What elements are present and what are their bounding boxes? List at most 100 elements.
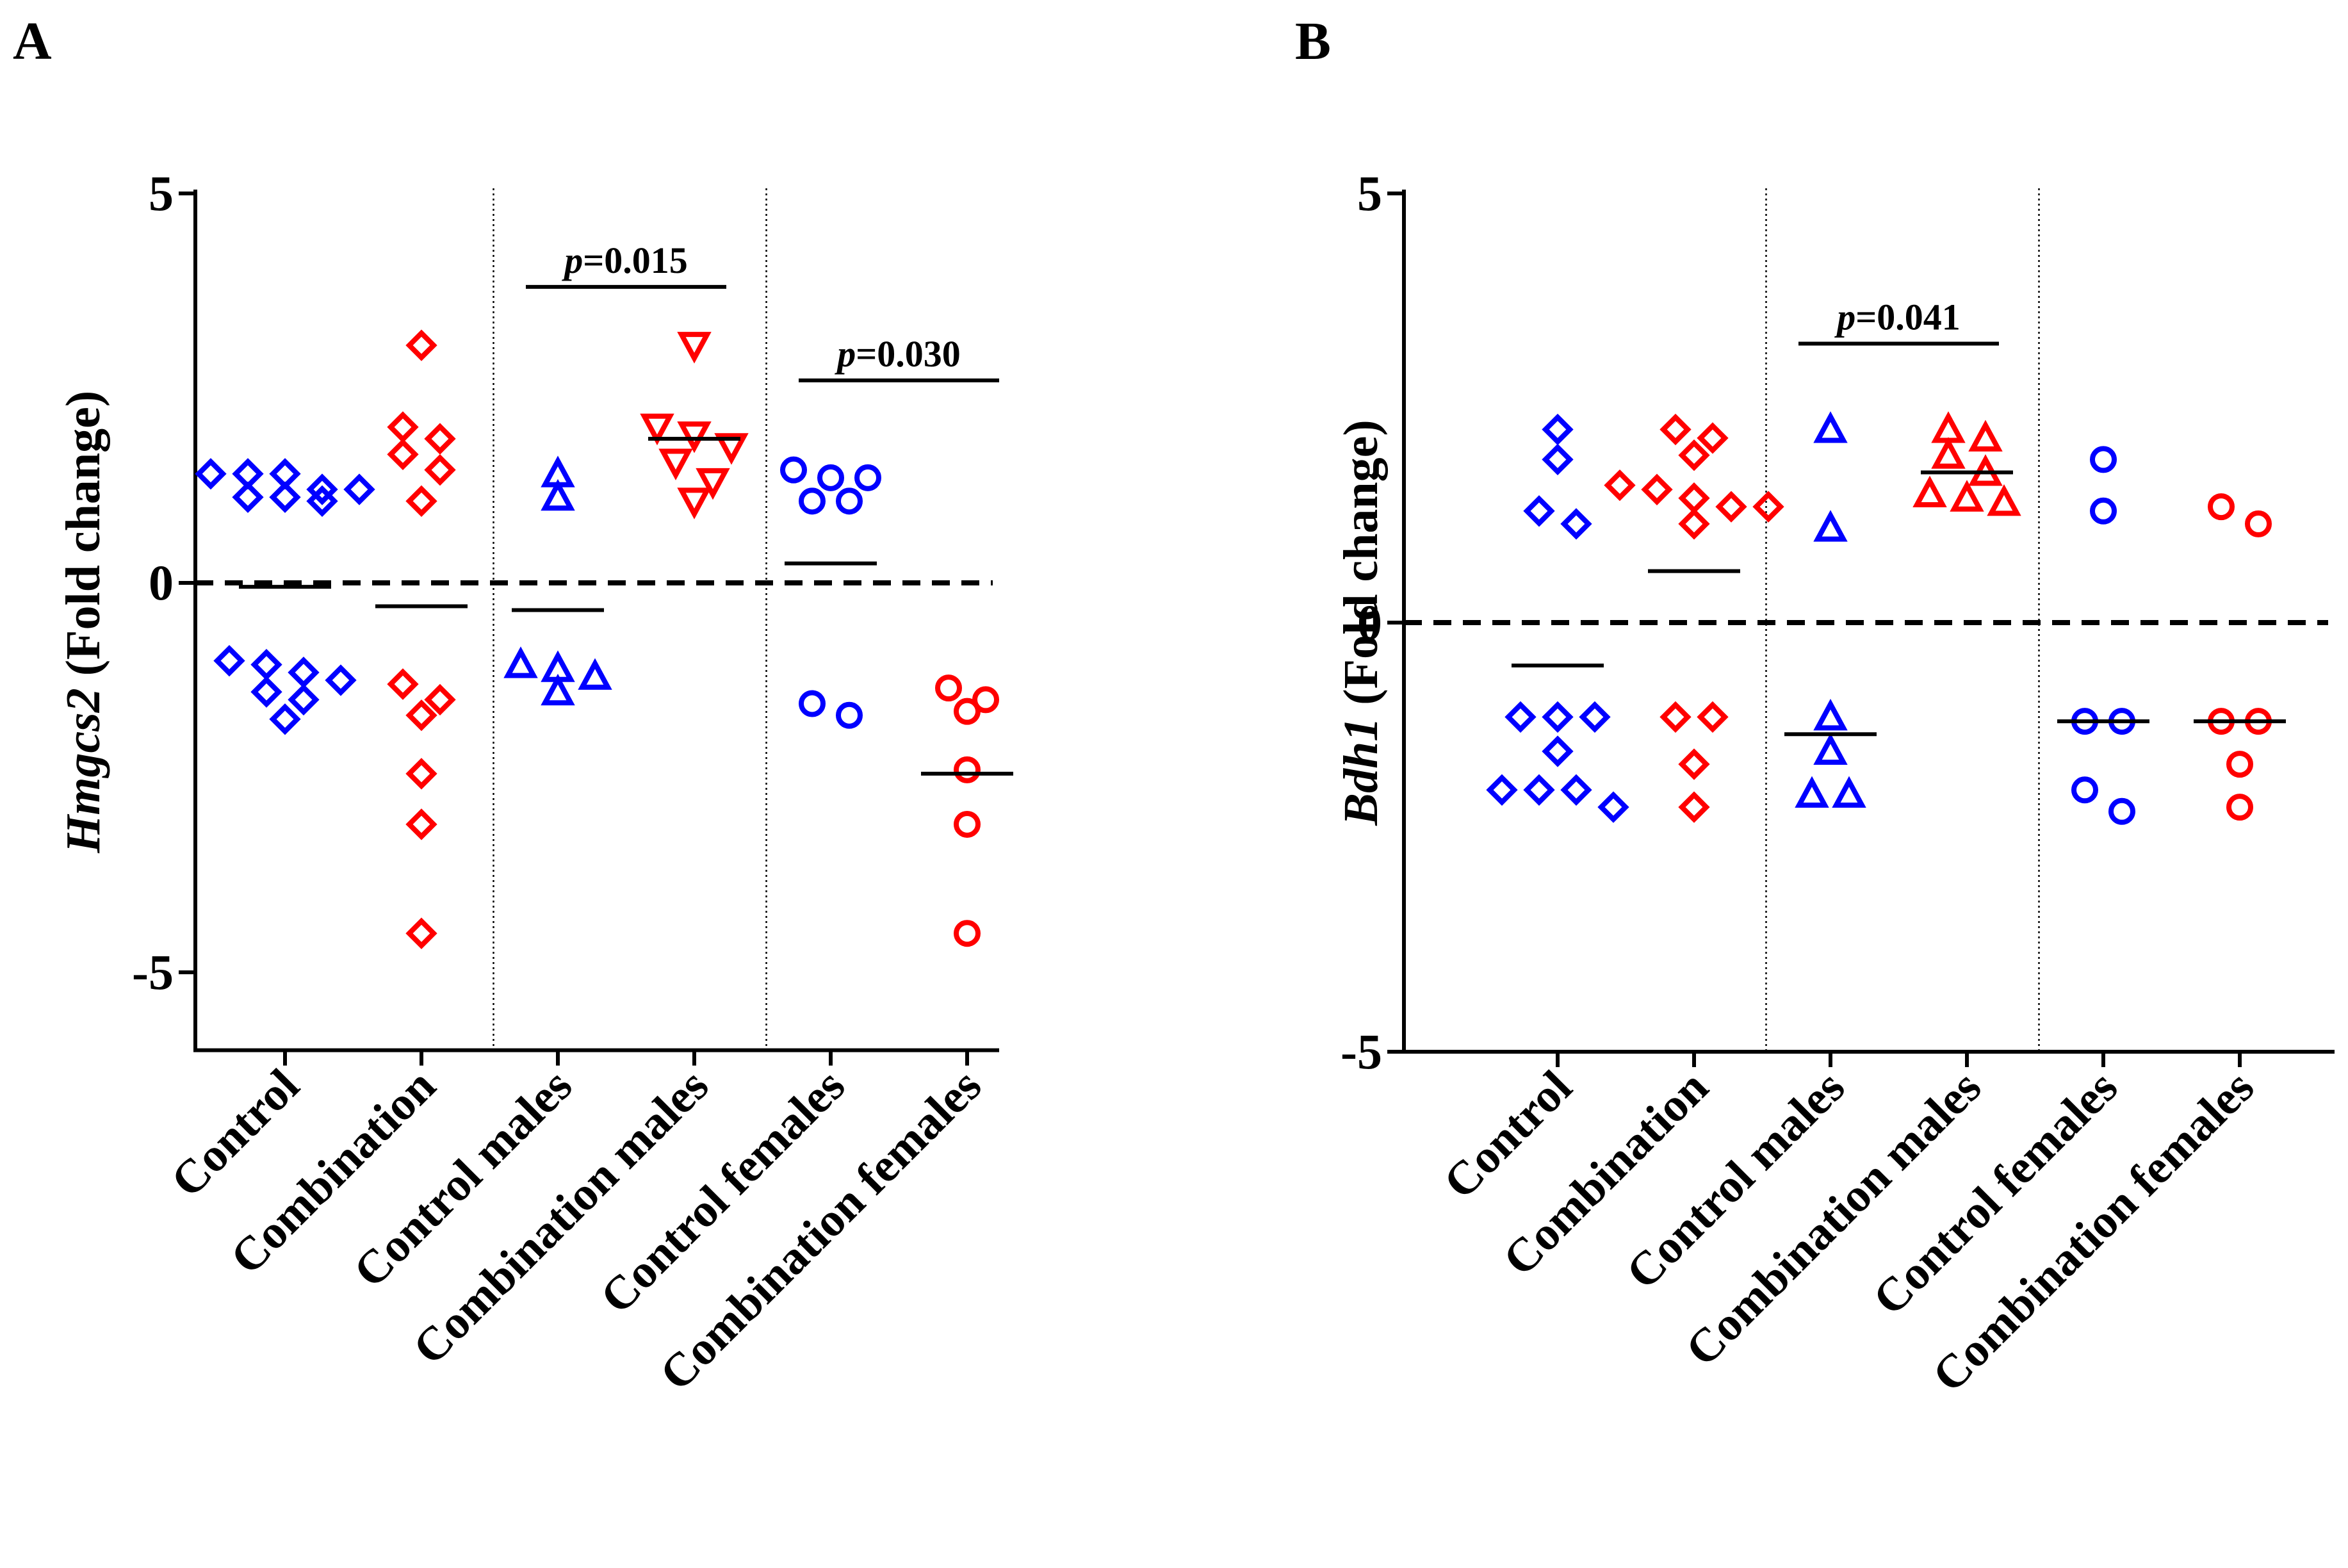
data-point [306,485,338,517]
data-point [1678,508,1710,540]
data-point [1504,701,1537,733]
data-point [1542,413,1574,446]
data-point [1542,701,1574,733]
data-point [1968,420,2003,452]
data-point [677,487,712,519]
data-point [1579,701,1611,733]
y-tick-label: 5 [149,165,174,221]
data-point [1678,482,1710,514]
data-point [1752,491,1784,523]
data-point [1912,475,1947,507]
data-point [343,473,375,505]
data-point [1641,473,1673,505]
data-point [1931,437,1966,469]
y-axis-label-unit: (Fold change) [56,391,110,688]
data-point [578,658,612,690]
data-point [1931,411,1966,443]
data-point [954,756,981,783]
data-point [2090,446,2117,473]
data-point [640,413,674,446]
p-symbol: p [1834,297,1855,338]
y-tick-label: 5 [1357,165,1382,221]
data-point [1659,701,1692,733]
data-point [1697,701,1729,733]
data-point [2071,776,2098,804]
data-point [424,423,456,455]
data-point [325,664,357,696]
data-point [387,668,419,700]
data-point [288,657,320,689]
data-point [424,683,456,716]
data-point [1813,733,1848,765]
data-point [1813,510,1848,542]
data-point [1715,491,1747,523]
data-point [1813,411,1848,443]
p-value: =0.015 [583,240,688,281]
y-tick-label: -5 [132,944,174,1000]
y-tick-label: 0 [1357,594,1382,650]
data-point [799,690,826,717]
data-point [1950,480,1984,512]
p-value-label: p=0.030 [834,333,961,375]
data-point [1697,422,1729,454]
data-point [1678,791,1710,823]
x-tick-label: Control females [1863,1061,2128,1325]
data-point [836,487,863,515]
data-point [780,456,807,484]
data-point [503,646,538,678]
data-point [387,411,419,443]
data-point [405,699,437,731]
data-point [405,917,437,949]
data-point [269,703,301,735]
data-point [935,674,962,702]
data-point [405,485,437,517]
y-axis-label-gene: Bdh1 [1334,717,1388,826]
data-point [250,676,282,708]
data-point [405,758,437,790]
data-point [1486,774,1518,806]
y-axis-label-gene: Hmgcs2 [56,688,110,854]
data-point [658,448,693,480]
p-value: =0.041 [1855,297,1961,338]
data-point [972,686,999,714]
data-point [1832,776,1866,808]
data-point [1813,698,1848,731]
data-point [1659,413,1692,446]
p-value: =0.030 [856,333,961,375]
data-point [405,808,437,840]
data-point [195,458,227,490]
data-point [306,473,338,505]
data-point [1678,748,1710,780]
data-point [1542,735,1574,767]
data-point [714,433,749,465]
data-point [954,810,981,838]
data-point [1678,439,1710,471]
data-point [1523,495,1555,527]
data-point [1560,774,1592,806]
data-point [232,481,264,513]
data-point [799,487,826,515]
data-point [424,454,456,486]
y-axis-label: Hmgcs2 (Fold change) [56,391,110,854]
data-point [250,649,282,681]
data-point [1604,469,1636,502]
y-axis-label-unit: (Fold change) [1334,420,1388,717]
data-point [854,464,881,491]
data-point [954,920,981,947]
data-point [1560,508,1592,540]
data-point [836,701,863,729]
data-point [2208,493,2235,521]
y-tick-label: 0 [149,555,174,610]
data-point [677,421,712,453]
data-point [677,332,712,364]
data-point [541,478,575,511]
p-symbol: p [834,333,856,375]
data-point [1597,791,1629,823]
data-point [817,464,844,491]
panel-label-b: B [1295,12,1331,71]
data-point [1795,776,1829,808]
panel-label-a: A [13,12,52,71]
data-point [2245,510,2272,537]
